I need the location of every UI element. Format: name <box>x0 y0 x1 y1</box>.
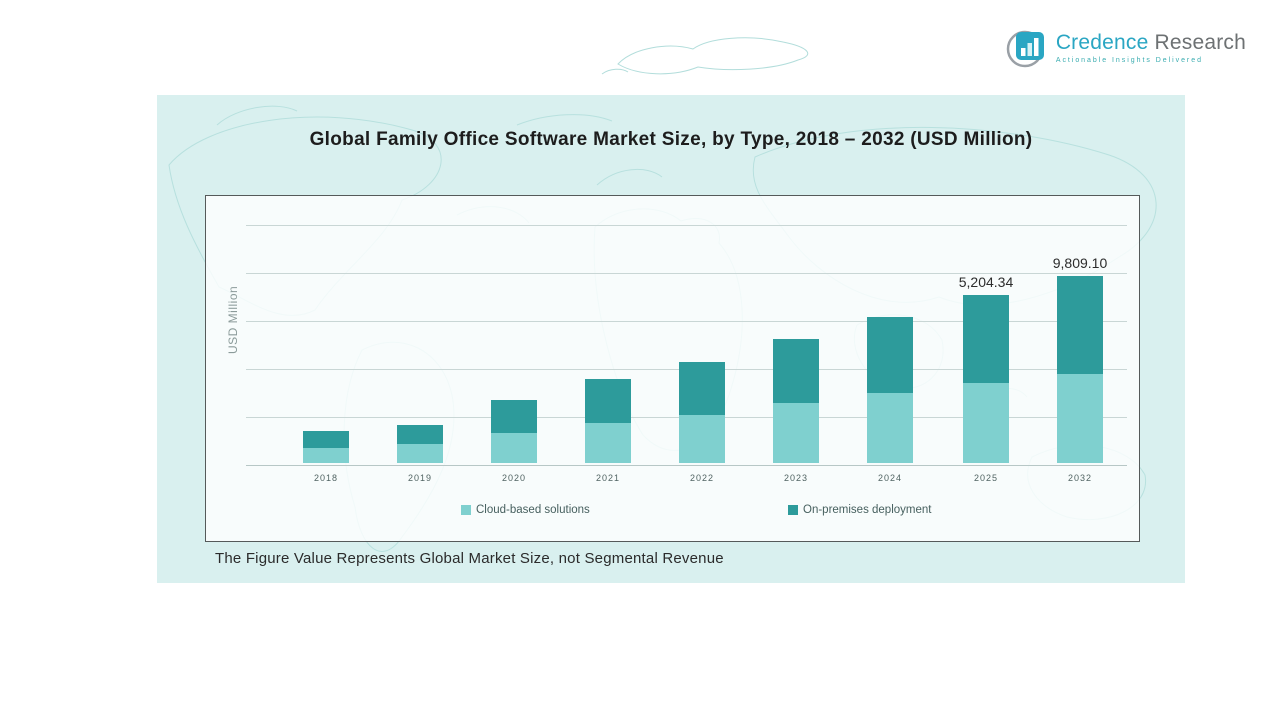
bar-2022 <box>679 362 725 463</box>
x-tick-label: 2022 <box>689 473 715 483</box>
bar-2018 <box>303 431 349 463</box>
x-tick-label: 2018 <box>313 473 339 483</box>
legend-swatch-cloud <box>461 505 471 515</box>
bar-segment-cloud <box>1057 374 1103 463</box>
x-tick-label: 2023 <box>783 473 809 483</box>
bar-total-label: 5,204.34 <box>958 274 1014 290</box>
x-tick-label: 2025 <box>973 473 999 483</box>
bar-segment-onprem <box>397 425 443 444</box>
bar-segment-cloud <box>491 433 537 463</box>
chart-title: Global Family Office Software Market Siz… <box>309 129 1033 150</box>
legend-entry-cloud: Cloud-based solutions <box>461 504 590 516</box>
logo: Credence Research Actionable Insights De… <box>1006 26 1246 68</box>
brand-name-primary: Credence <box>1055 30 1149 54</box>
gridline <box>246 465 1127 466</box>
bar-segment-onprem <box>585 379 631 423</box>
x-tick-label: 2019 <box>407 473 433 483</box>
bar-segment-onprem <box>773 339 819 403</box>
legend-label-cloud: Cloud-based solutions <box>476 504 590 516</box>
x-tick-label: 2024 <box>877 473 903 483</box>
bar-2023 <box>773 339 819 463</box>
x-tick-label: 2021 <box>595 473 621 483</box>
bar-2021 <box>585 379 631 463</box>
bar-segment-cloud <box>303 448 349 463</box>
bar-2019 <box>397 425 443 463</box>
logo-text: Credence Research Actionable Insights De… <box>1056 31 1246 64</box>
bar-2020 <box>491 400 537 463</box>
chart-footnote: The Figure Value Represents Global Marke… <box>215 550 724 567</box>
bar-total-label: 9,809.10 <box>1052 255 1108 271</box>
bar-segment-cloud <box>585 423 631 463</box>
bar-2024 <box>867 317 913 463</box>
gridline <box>246 225 1127 226</box>
chart-box: USD Million 2018 2019 2020 2021 2022 2023 2024… <box>205 195 1140 542</box>
bar-segment-onprem <box>303 431 349 448</box>
y-axis-label: USD Million <box>226 285 240 354</box>
logo-icon <box>1006 30 1044 68</box>
map-island-decoration <box>601 37 809 75</box>
bar-segment-onprem <box>679 362 725 415</box>
legend-swatch-onprem <box>788 505 798 515</box>
chart-panel: Global Family Office Software Market Siz… <box>157 95 1185 583</box>
legend-entry-onprem: On-premises deployment <box>788 504 931 516</box>
bar-segment-cloud <box>773 403 819 463</box>
brand-tagline: Actionable Insights Delivered <box>1055 56 1203 64</box>
bar-segment-cloud <box>963 383 1009 463</box>
x-tick-label: 2032 <box>1067 473 1093 483</box>
bar-2032: 9,809.10 <box>1053 255 1107 463</box>
bar-segment-cloud <box>679 415 725 463</box>
bar-segment-onprem <box>867 317 913 393</box>
bar-segment-cloud <box>397 444 443 463</box>
bar-segment-onprem <box>963 295 1009 383</box>
x-tick-label: 2020 <box>501 473 527 483</box>
legend-label-onprem: On-premises deployment <box>803 504 932 516</box>
bar-2025: 5,204.34 <box>959 274 1013 463</box>
brand-name-secondary: Research <box>1154 30 1246 54</box>
brand-name: Credence Research <box>1056 31 1246 55</box>
bar-segment-cloud <box>867 393 913 463</box>
bar-segment-onprem <box>491 400 537 433</box>
bar-segment-onprem <box>1057 276 1103 374</box>
